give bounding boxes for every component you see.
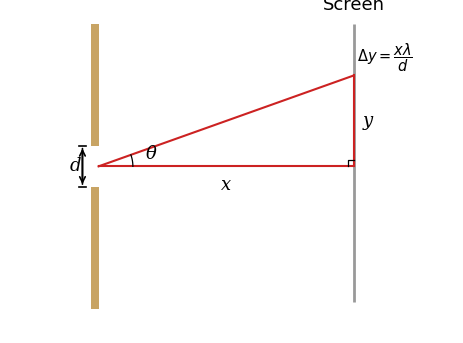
Bar (91, 187, 98, 309)
Bar (91, 24, 98, 146)
Text: θ: θ (145, 145, 156, 163)
Text: d: d (69, 157, 81, 175)
Text: x: x (221, 176, 231, 194)
Text: $\Delta y = \dfrac{x\lambda}{d}$: $\Delta y = \dfrac{x\lambda}{d}$ (357, 41, 412, 74)
Text: y: y (362, 112, 372, 130)
Text: Screen: Screen (322, 0, 384, 14)
